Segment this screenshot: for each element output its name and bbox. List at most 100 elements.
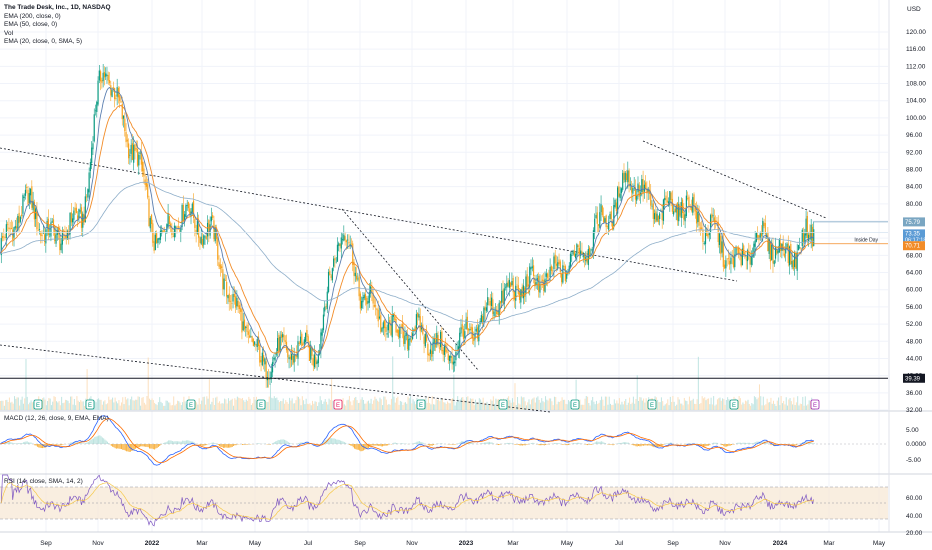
- candle-body: [544, 278, 546, 293]
- volume-bar: [366, 401, 368, 410]
- volume-bar: [44, 399, 46, 410]
- candle-body: [182, 204, 184, 221]
- volume-bar: [807, 404, 809, 410]
- candle-body: [566, 273, 568, 279]
- volume-bar: [205, 404, 207, 410]
- volume-bar: [216, 396, 218, 410]
- price-axis-tick: 112.00: [906, 63, 926, 70]
- macd-histogram-bar: [415, 442, 417, 444]
- candle-body: [280, 334, 283, 338]
- macd-histogram-bar: [739, 442, 741, 444]
- volume-bar: [533, 397, 535, 410]
- candle-body: [768, 239, 770, 254]
- rsi-label[interactable]: RSI (14, close, SMA, 14, 2): [4, 478, 83, 485]
- legend-ema200[interactable]: EMA (200, close, 0): [4, 12, 61, 20]
- macd-histogram-bar: [555, 442, 557, 444]
- volume-bar: [524, 401, 526, 410]
- macd-histogram-bar: [108, 443, 110, 444]
- candle-body: [655, 211, 657, 223]
- candle-body: [324, 306, 326, 312]
- candle-body: [1, 235, 4, 239]
- legend-ema50[interactable]: EMA (50, close, 0): [4, 21, 58, 29]
- volume-bar: [356, 400, 358, 410]
- candle-body: [748, 252, 750, 254]
- candle-body: [741, 248, 744, 266]
- candle-body: [583, 253, 586, 259]
- volume-bars: [0, 356, 815, 410]
- macd-histogram-bar: [124, 444, 126, 451]
- macd-histogram-bar: [185, 440, 187, 444]
- candle-body: [410, 339, 412, 342]
- volume-bar: [552, 405, 554, 410]
- volume-bar: [165, 400, 167, 410]
- candle-body: [291, 354, 293, 360]
- macd-histogram-bar: [155, 444, 157, 449]
- candle-body: [52, 219, 55, 228]
- volume-bar: [617, 403, 619, 410]
- volume-bar: [30, 400, 32, 410]
- candle-body: [69, 212, 71, 235]
- macd-histogram-bar: [523, 444, 525, 446]
- volume-bar: [799, 403, 801, 410]
- volume-bar: [692, 398, 694, 410]
- candle-body: [319, 350, 321, 355]
- volume-bar: [142, 396, 144, 410]
- volume-bar: [468, 402, 470, 410]
- candle-body: [386, 333, 388, 335]
- macd-histogram-bar: [345, 442, 347, 444]
- candle-body: [339, 243, 341, 247]
- legend-volume[interactable]: Vol: [4, 29, 14, 37]
- macd-histogram-bar: [697, 444, 699, 445]
- time-axis-label: Nov: [406, 540, 418, 547]
- earnings-marker-letter: E: [36, 403, 40, 409]
- volume-bar: [462, 397, 464, 410]
- candle-body: [692, 197, 694, 213]
- volume-bar: [550, 398, 552, 410]
- volume-bar: [713, 396, 715, 410]
- trendlines[interactable]: [0, 140, 827, 413]
- candle-body: [445, 344, 447, 352]
- symbol-title[interactable]: The Trade Desk, Inc., 1D, NASDAQ: [4, 4, 111, 11]
- macd-histogram-bar: [509, 442, 511, 444]
- price-axis-tick: 60.00: [906, 287, 923, 294]
- volume-bar: [82, 401, 84, 410]
- earnings-marker-letter: E: [650, 403, 654, 409]
- macd-histogram-bar: [318, 444, 320, 446]
- volume-bar: [235, 399, 237, 410]
- candle-body: [27, 189, 29, 205]
- countdown-text: 06:17:18: [905, 237, 926, 243]
- candle-body: [126, 139, 128, 142]
- volume-bar: [691, 400, 693, 410]
- volume-bar: [156, 405, 158, 410]
- legend-ema20[interactable]: EMA (20, close, 0, SMA, 5): [4, 38, 83, 46]
- price-levels[interactable]: Inside Day: [0, 221, 888, 379]
- macd-histogram-bar: [364, 444, 366, 450]
- volume-bar: [2, 400, 4, 410]
- candle-body: [502, 289, 504, 304]
- volume-bar: [361, 397, 363, 410]
- volume-bar: [643, 398, 645, 410]
- candle-body: [329, 270, 331, 275]
- volume-bar: [58, 401, 60, 410]
- macd-histogram-bar: [128, 444, 130, 452]
- volume-bar: [743, 403, 745, 410]
- macd-histogram-bar: [199, 444, 201, 446]
- macd-label[interactable]: MACD (12, 26, close, 9, EMA, EMA): [4, 415, 109, 422]
- macd-histogram-bar: [730, 444, 732, 446]
- volume-bar: [208, 379, 210, 410]
- macd-histogram-bar: [118, 444, 120, 449]
- candle-body: [261, 352, 263, 366]
- volume-bar: [457, 396, 459, 410]
- candle-body: [560, 274, 563, 283]
- candle-body: [503, 288, 505, 304]
- macd-histogram-bar: [217, 444, 219, 446]
- macd-histogram-bar: [650, 444, 652, 447]
- currency-label[interactable]: USD: [907, 6, 921, 13]
- macd-histogram-bar: [412, 443, 414, 444]
- macd-histogram-bar: [765, 441, 767, 444]
- macd-histogram-bar: [140, 444, 142, 447]
- volume-bar: [179, 402, 181, 410]
- macd-histogram-bar: [620, 442, 622, 444]
